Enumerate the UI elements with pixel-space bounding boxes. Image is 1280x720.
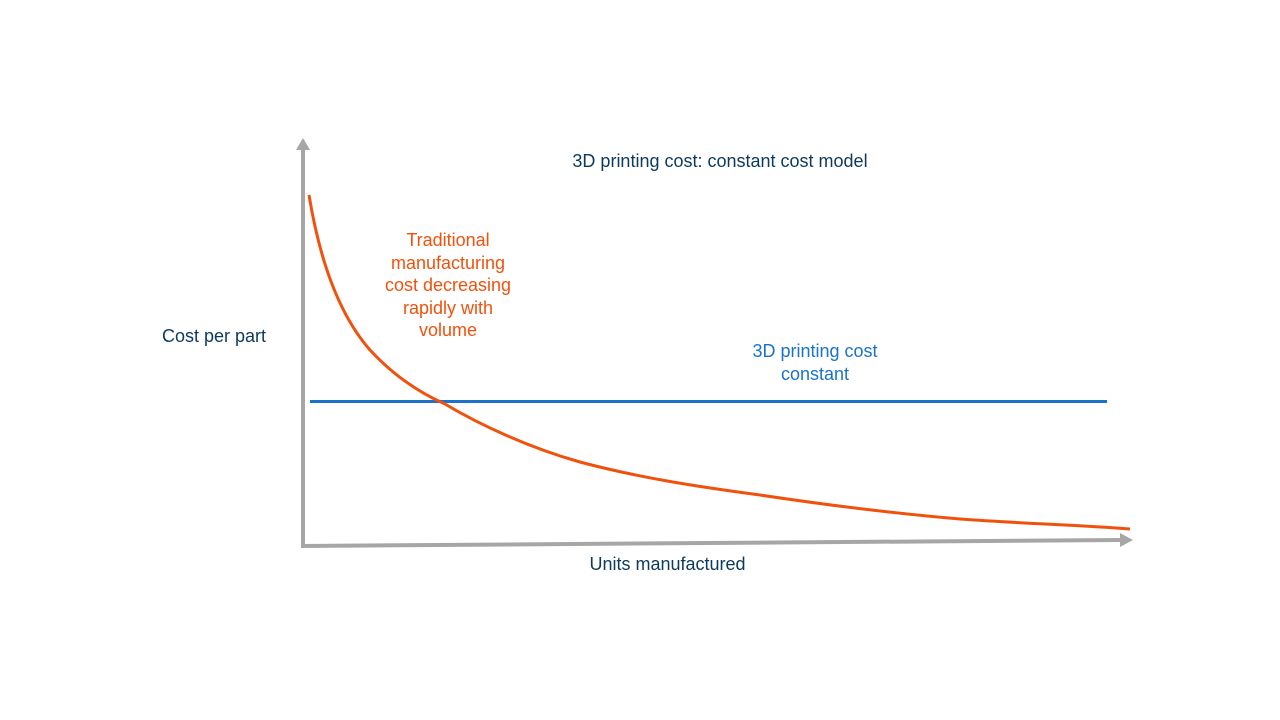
y-axis-label: Cost per part	[162, 326, 267, 346]
traditional-cost-curve	[307, 194, 1131, 531]
printing-annotation: 3D printing cost constant	[752, 341, 878, 384]
traditional-annotation: Traditional manufacturing cost decreasin…	[384, 230, 512, 340]
x-axis-arrow-icon	[1120, 533, 1133, 547]
x-axis-label: Units manufactured	[589, 554, 746, 574]
y-axis-arrow-icon	[296, 138, 310, 150]
x-axis	[300, 538, 1121, 548]
chart-title: 3D printing cost: constant cost model	[572, 151, 868, 171]
